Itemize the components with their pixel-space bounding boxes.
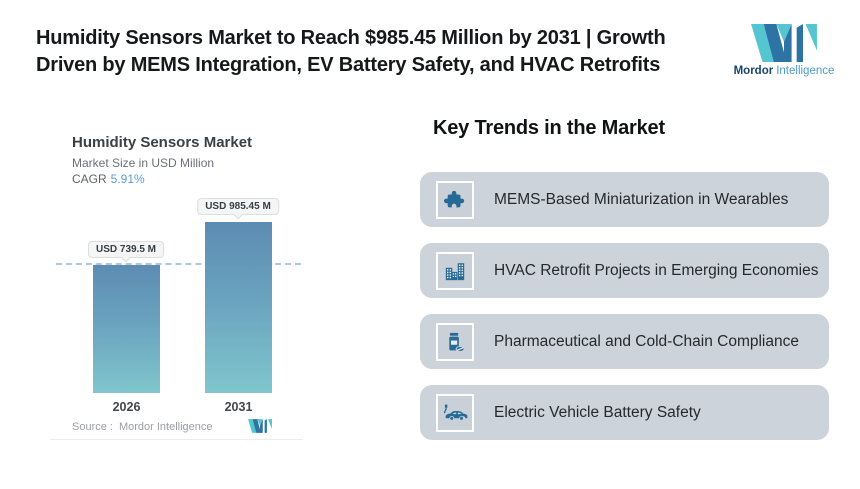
value-label-2031: USD 985.45 M bbox=[197, 198, 279, 215]
puzzle-icon bbox=[444, 190, 465, 207]
trend-list: MEMS-Based Miniaturization in Wearables bbox=[420, 172, 829, 456]
brand-wordmark: Mordor Intelligence bbox=[726, 65, 842, 77]
trend-card-ev: Electric Vehicle Battery Safety bbox=[420, 385, 829, 440]
chart-subtitle: Market Size in USD Million bbox=[72, 156, 215, 170]
value-label-2026: USD 739.5 M bbox=[87, 241, 165, 258]
chart-title: Humidity Sensors Market bbox=[72, 134, 253, 151]
brand-name-bold: Mordor bbox=[733, 65, 774, 77]
trend-card-pharma: Pharmaceutical and Cold-Chain Compliance bbox=[420, 314, 829, 369]
bar-2031 bbox=[205, 222, 272, 393]
market-chart-panel: Humidity Sensors Market Market Size in U… bbox=[50, 128, 303, 440]
page-title-line1: Humidity Sensors Market to Reach $985.45… bbox=[36, 27, 666, 49]
trend-card-mems: MEMS-Based Miniaturization in Wearables bbox=[420, 172, 829, 227]
icon-tile bbox=[436, 393, 474, 432]
icon-tile bbox=[436, 322, 474, 361]
icon-tile bbox=[436, 251, 474, 290]
pill-bottle-icon bbox=[449, 332, 465, 352]
buildings-icon bbox=[445, 262, 465, 280]
trend-label: MEMS-Based Miniaturization in Wearables bbox=[494, 190, 789, 208]
cagr-value: 5.91% bbox=[110, 172, 145, 186]
axis-label-2026: 2026 bbox=[112, 400, 141, 414]
axis-label-2031: 2031 bbox=[224, 400, 253, 414]
trend-card-hvac: HVAC Retrofit Projects in Emerging Econo… bbox=[420, 243, 829, 298]
electric-car-icon bbox=[443, 403, 468, 421]
chart-cagr: CAGR 5.91% bbox=[72, 172, 145, 186]
source-label: Source : bbox=[72, 421, 113, 433]
trend-label: HVAC Retrofit Projects in Emerging Econo… bbox=[494, 261, 819, 279]
reference-dashed-line bbox=[56, 263, 301, 265]
source-value: Mordor Intelligence bbox=[118, 421, 213, 433]
key-trends-heading: Key Trends in the Market bbox=[433, 117, 665, 139]
mordor-mini-logo-icon bbox=[248, 419, 272, 438]
page-title: Humidity Sensors Market to Reach $985.45… bbox=[36, 25, 716, 79]
cagr-label: CAGR bbox=[72, 172, 107, 186]
brand-name-light: Intelligence bbox=[776, 65, 835, 77]
trend-label: Pharmaceutical and Cold-Chain Compliance bbox=[494, 332, 799, 350]
trend-label: Electric Vehicle Battery Safety bbox=[494, 403, 701, 421]
page-title-line2: Driven by MEMS Integration, EV Battery S… bbox=[36, 54, 661, 76]
brand-block: Mordor Intelligence bbox=[726, 24, 842, 77]
source-attribution: Source : Mordor Intelligence bbox=[72, 421, 213, 433]
mordor-intelligence-logo-icon bbox=[726, 24, 842, 62]
icon-tile bbox=[436, 180, 474, 219]
bar-2026 bbox=[93, 265, 160, 393]
